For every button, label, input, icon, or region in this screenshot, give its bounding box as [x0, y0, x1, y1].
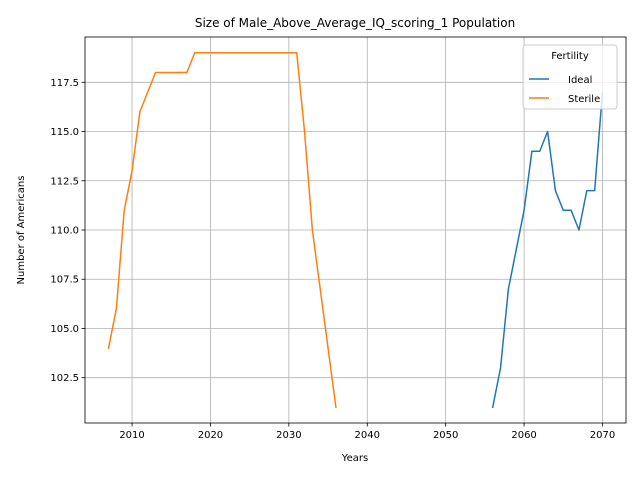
y-tick-label: 112.5: [50, 176, 79, 187]
y-tick-label: 107.5: [50, 275, 79, 286]
y-axis-label: Number of Americans: [16, 176, 27, 285]
x-tick-label: 2030: [276, 430, 301, 441]
y-tick-label: 102.5: [50, 373, 79, 384]
y-tick-label: 110.0: [50, 226, 79, 237]
legend: Fertility Ideal Sterile: [523, 45, 617, 109]
x-tick-label: 2020: [198, 430, 223, 441]
x-tick-label: 2040: [355, 430, 380, 441]
x-tick-label: 2070: [590, 430, 615, 441]
y-tick-label: 115.0: [50, 127, 79, 138]
x-axis-label: Years: [341, 453, 368, 464]
x-tick-label: 2050: [433, 430, 458, 441]
chart-title: Size of Male_Above_Average_IQ_scoring_1 …: [195, 16, 515, 30]
legend-title: Fertility: [551, 51, 589, 62]
y-tick-label: 105.0: [50, 324, 79, 335]
x-tick-label: 2060: [511, 430, 536, 441]
legend-label-sterile: Sterile: [568, 94, 600, 105]
y-tick-label: 117.5: [50, 78, 79, 89]
x-tick-label: 2010: [119, 430, 144, 441]
legend-label-ideal: Ideal: [568, 75, 592, 86]
